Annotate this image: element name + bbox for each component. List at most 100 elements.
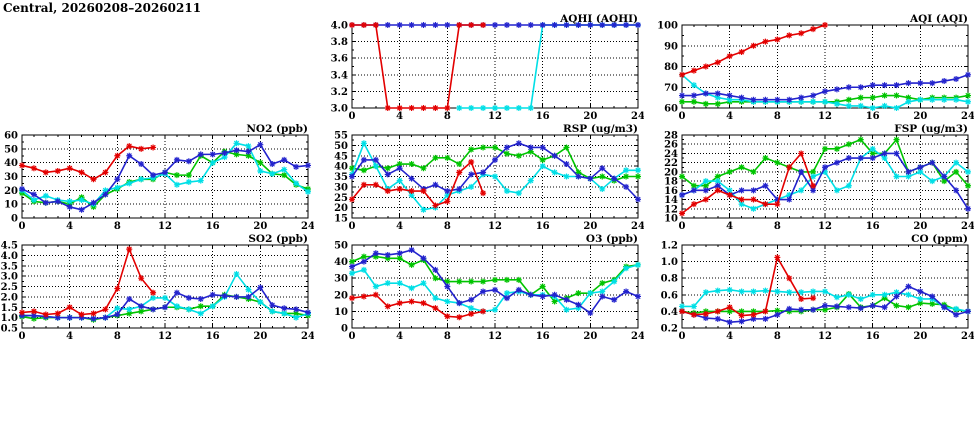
svg-text:20: 20 — [913, 221, 927, 231]
svg-text:3.0: 3.0 — [1, 272, 18, 283]
svg-text:40: 40 — [334, 257, 348, 268]
svg-text:24: 24 — [301, 331, 314, 341]
svg-text:0.6: 0.6 — [661, 290, 678, 301]
svg-text:8: 8 — [774, 331, 781, 341]
svg-text:60: 60 — [4, 131, 18, 142]
svg-text:16: 16 — [536, 221, 550, 231]
svg-text:0.4: 0.4 — [661, 307, 678, 318]
series-blue — [19, 284, 311, 322]
chart-title: FSP (ug/m3) — [894, 123, 968, 135]
gridlines — [352, 25, 638, 108]
svg-text:30: 30 — [334, 274, 348, 285]
svg-text:4.0: 4.0 — [331, 21, 348, 32]
svg-text:0: 0 — [679, 111, 686, 121]
axes — [351, 244, 639, 329]
series-cyan — [456, 22, 641, 111]
svg-text:24: 24 — [301, 221, 314, 231]
svg-text:10: 10 — [664, 214, 678, 225]
svg-text:15: 15 — [334, 214, 348, 225]
svg-text:20: 20 — [334, 203, 348, 214]
chart-title: SO2 (ppb) — [248, 233, 308, 245]
svg-text:24: 24 — [631, 221, 644, 231]
svg-text:1.0: 1.0 — [661, 257, 678, 268]
svg-text:0: 0 — [19, 221, 26, 231]
svg-text:20: 20 — [913, 331, 927, 341]
svg-text:40: 40 — [334, 162, 348, 173]
svg-text:10: 10 — [4, 200, 18, 211]
svg-text:12: 12 — [818, 111, 832, 121]
svg-text:20: 20 — [583, 331, 597, 341]
svg-text:8: 8 — [774, 221, 781, 231]
svg-text:12: 12 — [158, 331, 172, 341]
svg-text:22: 22 — [664, 158, 678, 169]
svg-text:0: 0 — [11, 214, 18, 225]
chart-title: RSP (ug/m3) — [563, 123, 638, 135]
svg-text:4: 4 — [726, 331, 733, 341]
chart-co: 0.2 0.4 0.6 0.8 1.0 1.2 0 4 8 12 16 20 24 CO (ppm) — [661, 233, 974, 341]
svg-text:20: 20 — [253, 331, 267, 341]
svg-text:16: 16 — [664, 186, 678, 197]
svg-text:3.5: 3.5 — [1, 261, 18, 272]
gridlines — [682, 25, 968, 108]
svg-text:20: 20 — [253, 221, 267, 231]
svg-text:12: 12 — [488, 111, 502, 121]
series-red — [349, 22, 487, 111]
svg-text:16: 16 — [866, 111, 880, 121]
svg-text:45: 45 — [334, 151, 348, 162]
svg-text:12: 12 — [488, 221, 502, 231]
chart-o3: 0 10 20 30 40 50 0 4 8 12 16 20 24 O3 (ppb) — [334, 233, 644, 341]
svg-text:3.0: 3.0 — [331, 104, 348, 115]
svg-text:4: 4 — [66, 331, 73, 341]
svg-text:20: 20 — [583, 221, 597, 231]
svg-text:12: 12 — [158, 221, 172, 231]
series-red — [349, 158, 487, 209]
svg-text:100: 100 — [657, 21, 678, 32]
chart-aqi: 60 70 80 90 100 0 4 8 12 16 20 24 AQI (AQI) — [657, 13, 974, 121]
axis-labels: 0.51.01.52.02.53.03.54.04.5 0 4 8 12 16 20 24 — [1, 241, 314, 342]
svg-text:8: 8 — [114, 221, 121, 231]
svg-text:0.5: 0.5 — [1, 324, 18, 335]
svg-text:35: 35 — [334, 172, 348, 183]
svg-text:2.5: 2.5 — [1, 282, 18, 293]
series-red — [19, 143, 157, 183]
svg-text:50: 50 — [334, 141, 348, 152]
page-title: Central, 20260208–20260211 — [3, 1, 202, 15]
series-blue — [349, 246, 641, 317]
svg-text:0: 0 — [341, 324, 348, 335]
svg-text:1.2: 1.2 — [661, 241, 678, 252]
svg-text:70: 70 — [664, 83, 678, 94]
svg-text:4: 4 — [396, 331, 403, 341]
chart-title: AQI (AQI) — [909, 13, 968, 25]
svg-text:24: 24 — [961, 331, 974, 341]
series-red — [349, 291, 487, 321]
gridlines — [682, 245, 968, 328]
series-blue — [19, 141, 311, 213]
svg-text:24: 24 — [664, 149, 678, 160]
svg-text:28: 28 — [664, 131, 678, 142]
svg-text:20: 20 — [664, 167, 678, 178]
svg-text:3.6: 3.6 — [331, 54, 348, 65]
svg-text:0.8: 0.8 — [661, 274, 678, 285]
svg-text:16: 16 — [206, 331, 220, 341]
svg-text:4.0: 4.0 — [1, 251, 18, 262]
svg-text:50: 50 — [334, 241, 348, 252]
svg-text:90: 90 — [664, 41, 678, 52]
gridlines — [352, 245, 638, 328]
svg-text:26: 26 — [664, 140, 678, 151]
svg-text:0: 0 — [349, 331, 356, 341]
svg-text:20: 20 — [334, 290, 348, 301]
svg-text:0: 0 — [349, 221, 356, 231]
chart-so2: 0.51.01.52.02.53.03.54.04.5 0 4 8 12 16 20 24 SO… — [1, 233, 314, 342]
svg-text:0: 0 — [679, 221, 686, 231]
svg-text:30: 30 — [334, 182, 348, 193]
svg-text:80: 80 — [664, 62, 678, 73]
chart-title: NO2 (ppb) — [246, 123, 308, 135]
svg-text:16: 16 — [866, 221, 880, 231]
svg-text:3.4: 3.4 — [331, 70, 348, 81]
svg-text:14: 14 — [664, 195, 678, 206]
svg-text:4: 4 — [726, 221, 733, 231]
